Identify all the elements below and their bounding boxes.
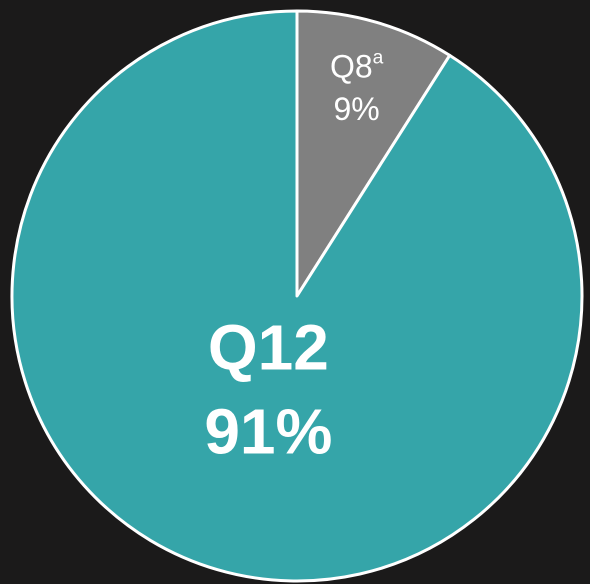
pie-slice [10, 9, 584, 583]
value-label: 91% [204, 395, 332, 467]
footnote-marker: a [373, 48, 384, 69]
value-label: 9% [334, 91, 380, 127]
category-label: Q8 [330, 49, 373, 85]
pie-slice [295, 9, 452, 298]
category-label: Q12 [208, 311, 329, 383]
slice-label: Q12 [208, 311, 329, 383]
slice-label: Q8a [330, 48, 384, 86]
